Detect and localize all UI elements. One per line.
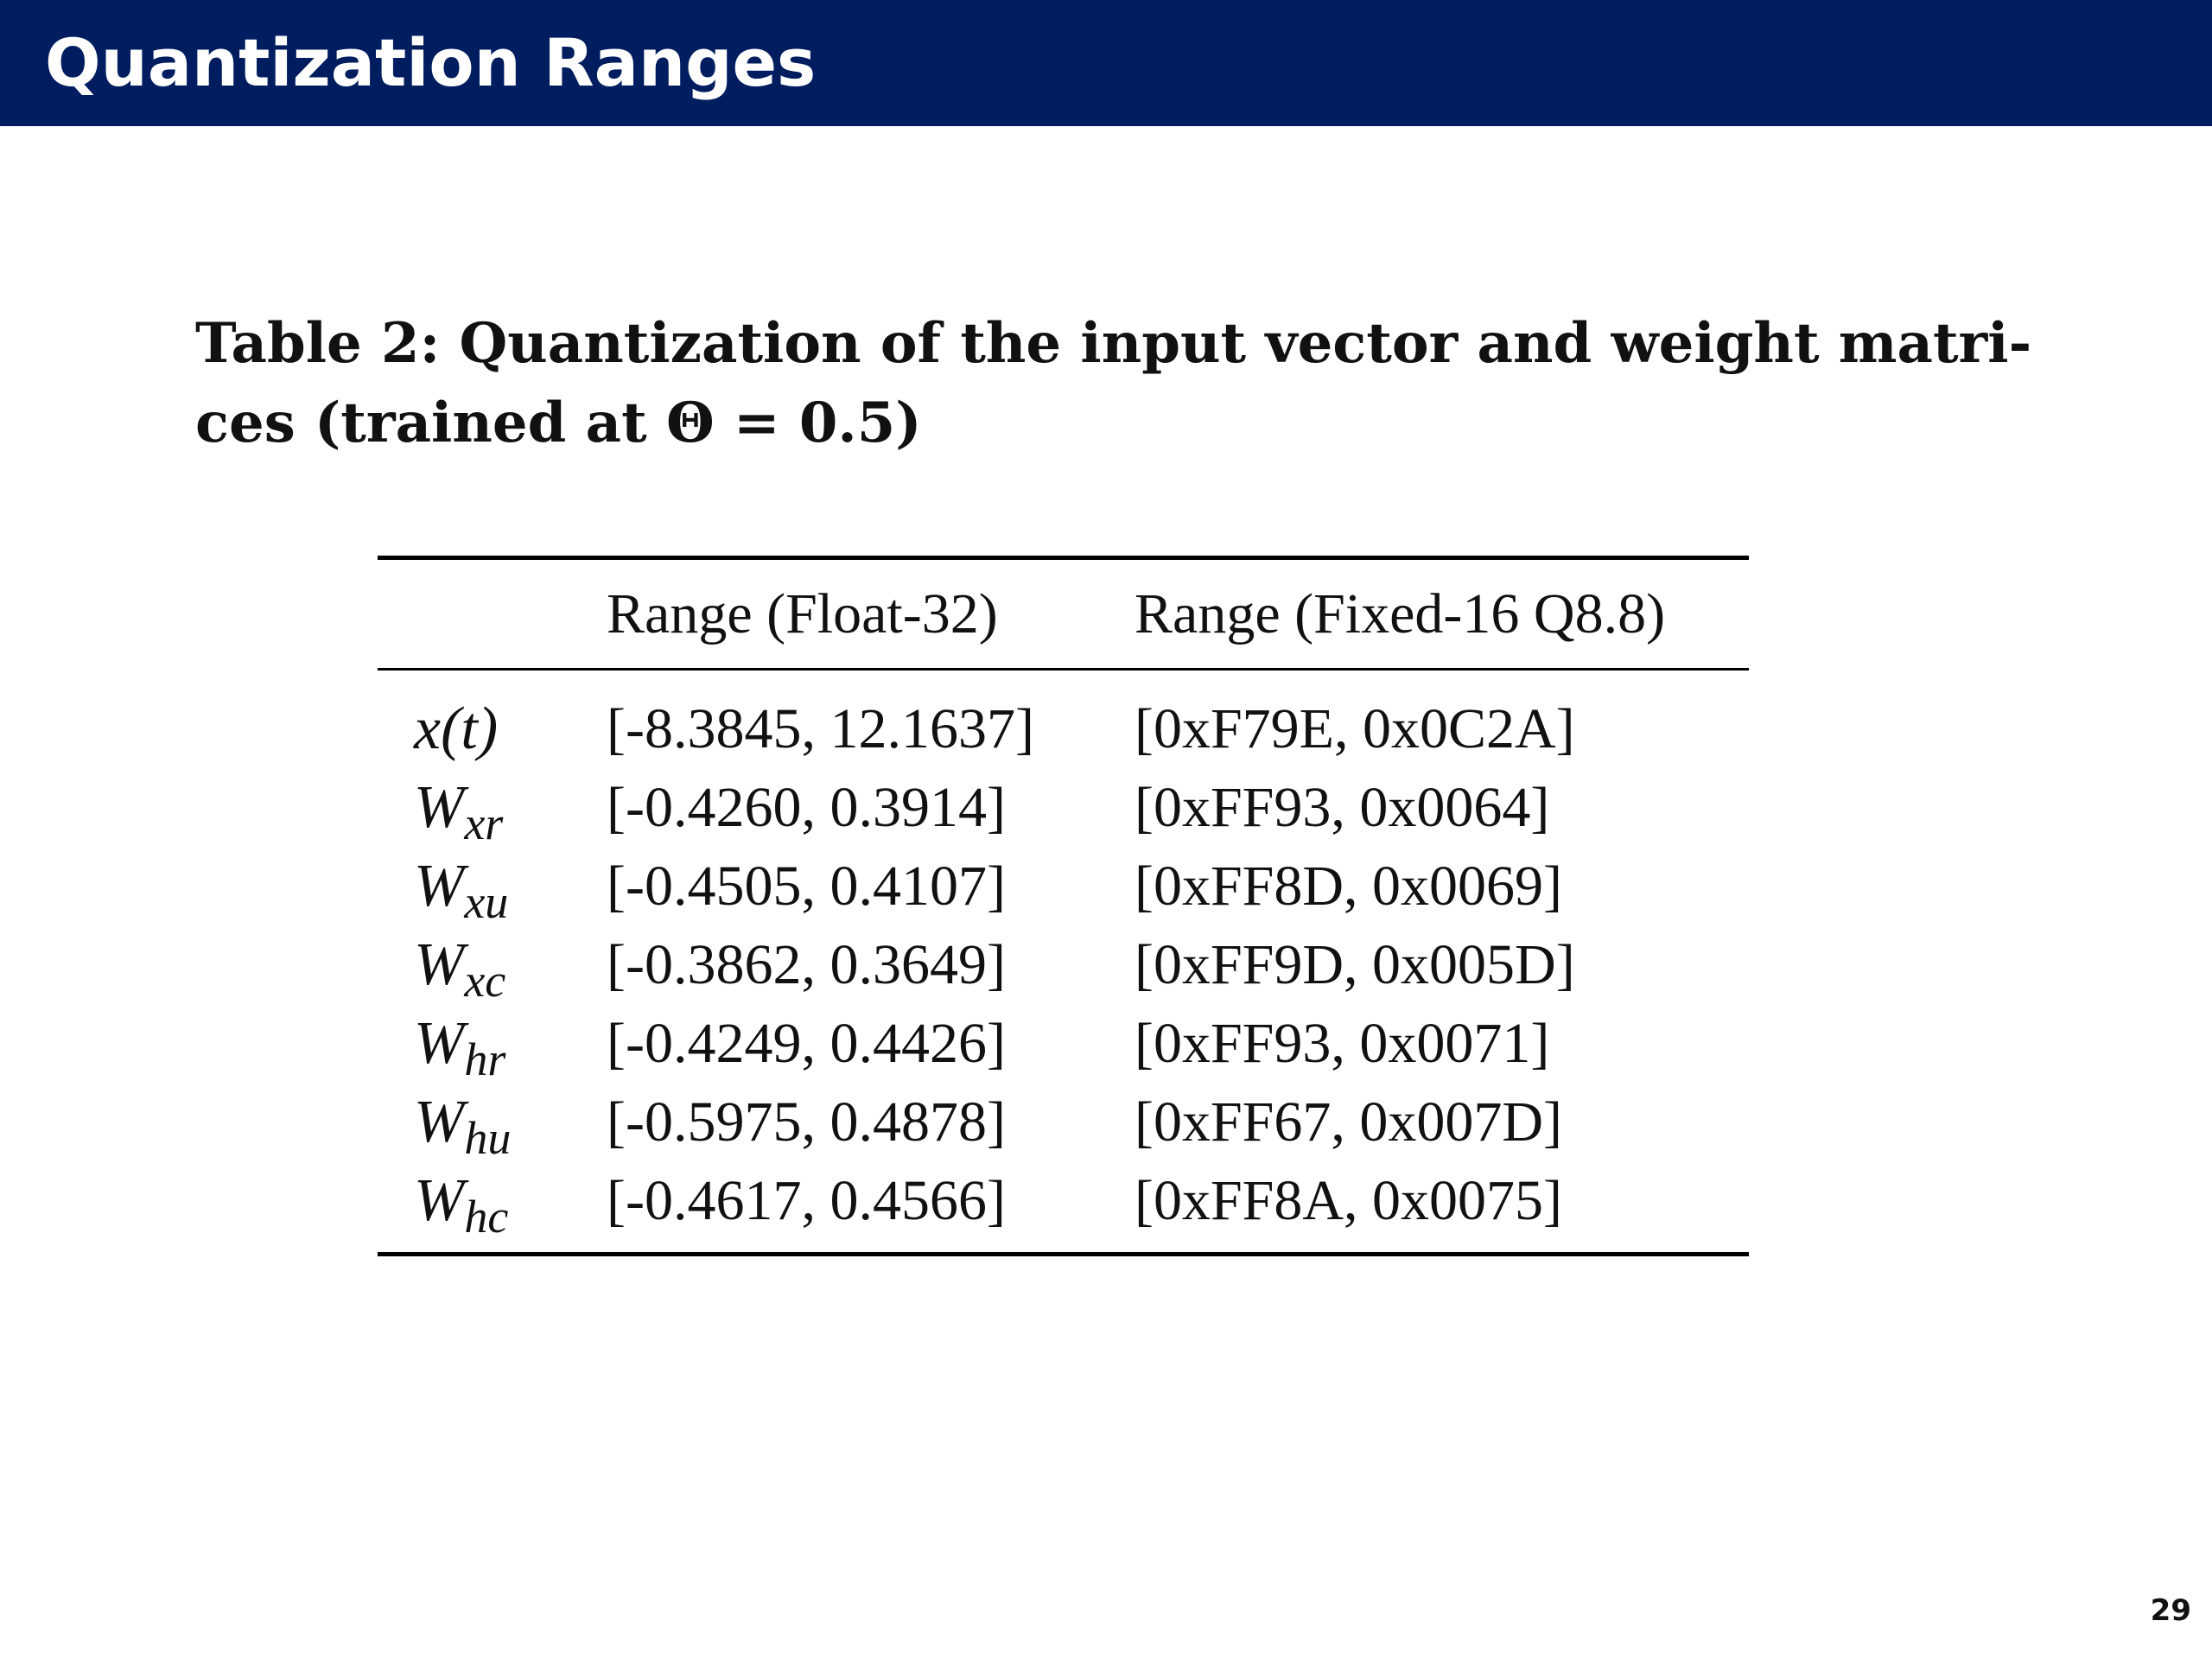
symbol-subscript: xu: [464, 875, 509, 928]
symbol-subscript: hr: [464, 1033, 506, 1085]
row-symbol: Wxu: [378, 852, 607, 925]
table-row: x(t) [-8.3845, 12.1637] [0xF79E, 0x0C2A]: [378, 690, 1749, 768]
symbol-subscript: xc: [464, 954, 506, 1007]
symbol-main: x: [414, 695, 442, 762]
row-symbol: x(t): [378, 695, 607, 764]
symbol-subscript: xr: [464, 797, 504, 849]
symbol-subscript: hu: [464, 1111, 512, 1164]
symbol-main: W: [414, 931, 465, 998]
table-row: Whc [-0.4617, 0.4566] [0xFF8A, 0x0075]: [378, 1161, 1749, 1240]
symbol-main: W: [414, 1009, 465, 1077]
caption-line-2: ces (trained at Θ = 0.5): [195, 391, 922, 455]
page-number: 29: [2150, 1593, 2191, 1628]
fixed-range-cell: [0xFF8D, 0x0069]: [1135, 854, 1563, 918]
header-cell-fixed: Range (Fixed-16 Q8.8): [1135, 582, 1666, 645]
float-range-cell: [-0.4260, 0.3914]: [607, 775, 1006, 839]
table-top-rule: [378, 556, 1749, 560]
symbol-main: W: [414, 1166, 465, 1234]
table-body: x(t) [-8.3845, 12.1637] [0xF79E, 0x0C2A]…: [378, 671, 1749, 1252]
float-range-cell: [-8.3845, 12.1637]: [607, 696, 1034, 760]
symbol-main: W: [414, 1088, 465, 1155]
fixed-range-cell: [0xF79E, 0x0C2A]: [1135, 696, 1575, 760]
table-row: Whu [-0.5975, 0.4878] [0xFF67, 0x007D]: [378, 1083, 1749, 1161]
row-symbol: Wxc: [378, 931, 607, 1004]
quantization-table: Range (Float-32) Range (Fixed-16 Q8.8) x…: [378, 556, 1749, 1256]
row-symbol: Whu: [378, 1088, 607, 1161]
fixed-range-cell: [0xFF67, 0x007D]: [1135, 1090, 1563, 1154]
fixed-range-cell: [0xFF93, 0x0071]: [1135, 1011, 1550, 1075]
title-bar: Quantization Ranges: [0, 0, 2212, 126]
slide-title: Quantization Ranges: [45, 24, 817, 101]
float-range-cell: [-0.4505, 0.4107]: [607, 854, 1006, 918]
table-caption: Table 2: Quantization of the input vecto…: [195, 304, 2032, 463]
float-range-cell: [-0.4617, 0.4566]: [607, 1168, 1006, 1232]
table-bottom-rule: [378, 1252, 1749, 1256]
table-row: Whr [-0.4249, 0.4426] [0xFF93, 0x0071]: [378, 1004, 1749, 1083]
float-range-cell: [-0.4249, 0.4426]: [607, 1011, 1006, 1075]
table-row: Wxr [-0.4260, 0.3914] [0xFF93, 0x0064]: [378, 768, 1749, 847]
symbol-subscript: hc: [464, 1190, 509, 1243]
row-symbol: Whc: [378, 1166, 607, 1240]
row-symbol: Wxr: [378, 773, 607, 847]
table-row: Wxc [-0.3862, 0.3649] [0xFF9D, 0x005D]: [378, 925, 1749, 1004]
float-range-cell: [-0.3862, 0.3649]: [607, 932, 1006, 996]
symbol-argument: (t): [441, 695, 499, 762]
caption-line-1: Table 2: Quantization of the input vecto…: [195, 311, 2032, 376]
table-header-row: Range (Float-32) Range (Fixed-16 Q8.8): [378, 560, 1749, 668]
float-range-cell: [-0.5975, 0.4878]: [607, 1090, 1006, 1154]
row-symbol: Whr: [378, 1009, 607, 1083]
fixed-range-cell: [0xFF8A, 0x0075]: [1135, 1168, 1563, 1232]
header-cell-float: Range (Float-32): [607, 582, 998, 645]
fixed-range-cell: [0xFF9D, 0x005D]: [1135, 932, 1575, 996]
symbol-main: W: [414, 773, 465, 841]
table-header-rule: [378, 668, 1749, 671]
fixed-range-cell: [0xFF93, 0x0064]: [1135, 775, 1550, 839]
table-row: Wxu [-0.4505, 0.4107] [0xFF8D, 0x0069]: [378, 847, 1749, 925]
symbol-main: W: [414, 852, 465, 919]
